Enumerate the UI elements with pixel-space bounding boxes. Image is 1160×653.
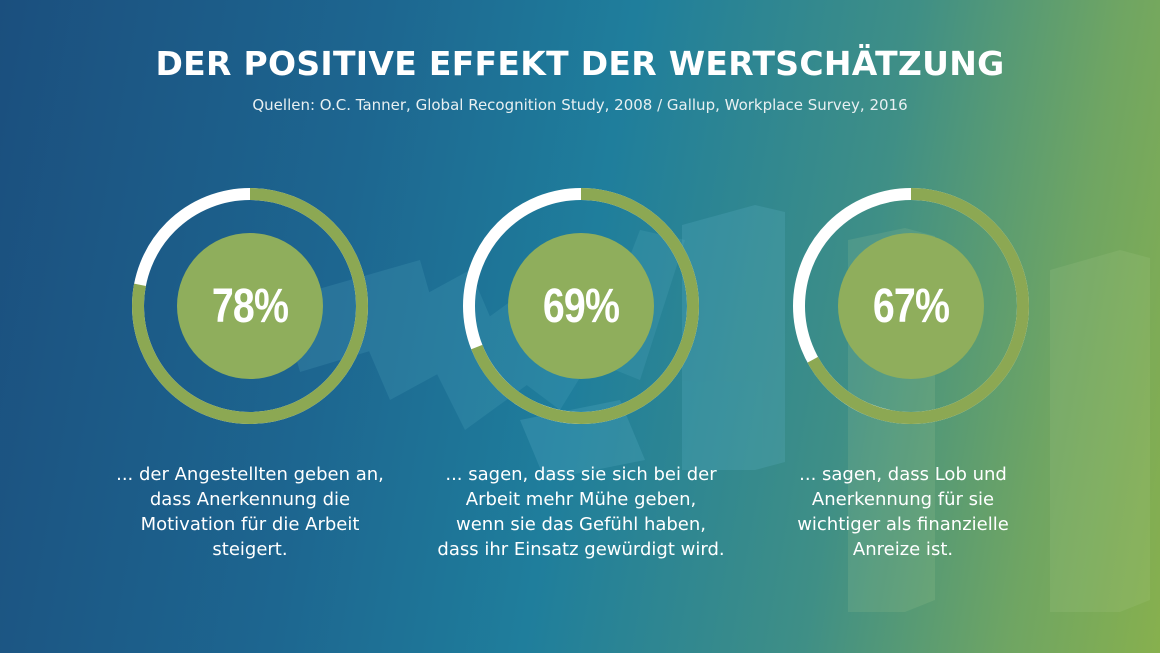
percentage-label: 69% (542, 279, 620, 333)
donut-value-arc (793, 188, 1029, 424)
source-caption: Quellen: O.C. Tanner, Global Recognition… (252, 96, 908, 114)
stat-item: 67% (791, 186, 1051, 432)
percentage-label: 67% (872, 279, 950, 333)
page-title: DER POSITIVE EFFEKT DER WERTSCHÄTZUNG (155, 44, 1005, 83)
percentage-label: 78% (211, 279, 289, 333)
donut-center-disc (177, 233, 323, 379)
donut-chart (132, 188, 368, 424)
donut-value-arc (132, 188, 368, 424)
donut-chart (463, 188, 699, 424)
donut-center-disc (508, 233, 654, 379)
donut-center-disc (838, 233, 984, 379)
stat-description: ... der Angestellten geben an, dass Aner… (116, 464, 384, 560)
donut-value-arc (463, 188, 699, 424)
stat-item: 69% (461, 186, 721, 432)
stat-description: ... sagen, dass sie sich bei der Arbeit … (437, 464, 725, 560)
stat-item: 78% (130, 186, 390, 432)
donut-chart (793, 188, 1029, 424)
stat-description: ... sagen, dass Lob und Anerkennung für … (797, 464, 1009, 560)
